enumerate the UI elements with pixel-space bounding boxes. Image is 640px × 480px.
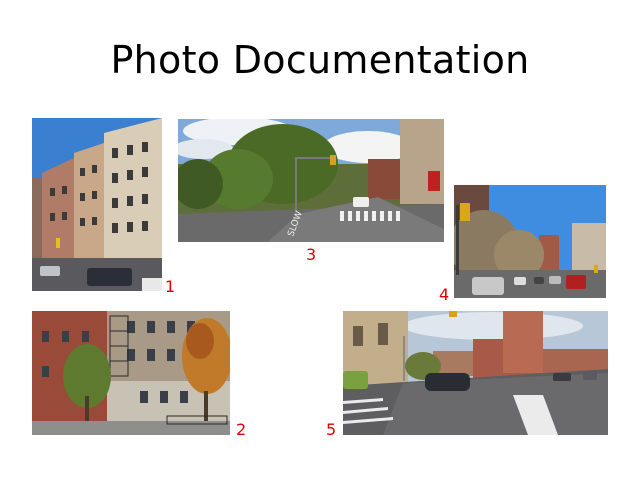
photo-4 <box>454 185 606 298</box>
photo-3: SLOW <box>178 119 444 242</box>
photo-label-1: 1 <box>165 277 176 296</box>
photo-label-4: 4 <box>439 285 450 304</box>
photo-label-5: 5 <box>326 420 337 439</box>
photo-1 <box>32 118 162 291</box>
photo-5 <box>343 311 608 435</box>
photo-label-2: 2 <box>236 420 247 439</box>
photo-label-3: 3 <box>306 245 317 264</box>
photo-2 <box>32 311 230 435</box>
page-title: Photo Documentation <box>110 38 530 82</box>
